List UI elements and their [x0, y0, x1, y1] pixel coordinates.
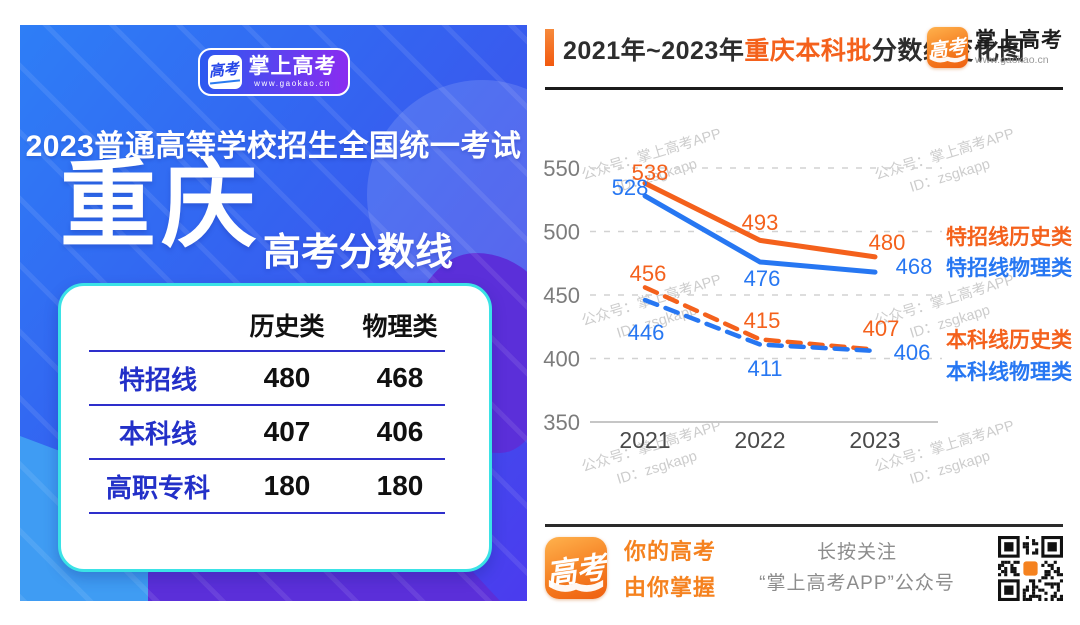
table-divider [89, 404, 445, 406]
benke-history-value: 407 [263, 416, 311, 447]
follow-line2: “掌上高考APP”公众号 [759, 573, 955, 594]
gaokao-glyph: 高考 [208, 60, 241, 84]
col-header-history: 历史类 [249, 313, 325, 341]
col-header-physics: 物理类 [362, 313, 438, 341]
gaozhi-physics-value: 180 [376, 470, 424, 501]
title-prefix: 2021年~2023年 [563, 37, 745, 65]
row-label-gaozhi: 高职专科 [105, 472, 210, 503]
slogan-line2: 由你掌握 [624, 575, 717, 600]
svg-text:550: 550 [543, 156, 580, 181]
svg-text:480: 480 [869, 230, 906, 255]
gaokao-calligraphy-icon: 高考 [207, 55, 242, 89]
svg-text:本科线物理类: 本科线物理类 [946, 360, 1073, 384]
title-highlight: 重庆本科批 [744, 37, 872, 65]
table-divider [89, 350, 445, 352]
svg-text:415: 415 [744, 308, 781, 333]
tezhao-physics-value: 468 [376, 362, 424, 393]
svg-text:2023: 2023 [849, 427, 900, 453]
score-table: 历史类 物理类 特招线 480 468 本科线 407 406 高职专科 180… [79, 300, 489, 514]
province-name: 重庆 [60, 152, 262, 259]
book-icon [929, 54, 966, 63]
svg-text:350: 350 [543, 410, 580, 435]
footer-rule [545, 524, 1063, 527]
svg-text:2021: 2021 [619, 427, 670, 453]
svg-text:407: 407 [863, 316, 900, 341]
svg-text:538: 538 [632, 160, 669, 185]
gaokao-app-icon: 高考 [927, 27, 968, 68]
svg-text:2022: 2022 [734, 427, 785, 453]
svg-text:406: 406 [894, 340, 931, 365]
left-poster-panel: 高考 掌上高考 www.gaokao.cn 2023普通高等学校招生全国统一考试… [20, 25, 527, 601]
gaokao-glyph: 高考 [927, 36, 968, 63]
exam-title: 2023普通高等学校招生全国统一考试 [25, 130, 522, 163]
gaokao-logo-badge: 高考 掌上高考 www.gaokao.cn [197, 48, 350, 96]
tezhao-history-value: 480 [263, 362, 311, 393]
svg-text:本科线历史类: 本科线历史类 [946, 328, 1073, 352]
brand-url: www.gaokao.cn [975, 53, 1049, 66]
line-chart: 公众号：掌上高考APP ID：zsgkapp 公众号：掌上高考APP ID：zsgka… [540, 96, 1080, 520]
svg-text:450: 450 [543, 283, 580, 308]
svg-text:468: 468 [896, 254, 933, 279]
svg-text:456: 456 [630, 261, 667, 286]
svg-text:特招线历史类: 特招线历史类 [946, 225, 1073, 249]
slogan-line1: 你的高考 [624, 539, 717, 564]
svg-text:500: 500 [543, 220, 580, 245]
poster-subtitle: 高考分数线 [263, 232, 454, 274]
benke-physics-value: 406 [376, 416, 424, 447]
svg-text:446: 446 [628, 320, 665, 345]
row-label-tezhao: 特招线 [118, 364, 197, 395]
gaozhi-history-value: 180 [263, 470, 311, 501]
brand-name: 掌上高考 [975, 29, 1063, 53]
svg-text:400: 400 [543, 347, 580, 372]
row-label-benke: 本科线 [118, 418, 197, 449]
footer: 高考 你的高考 由你掌握 长按关注 “掌上高考APP”公众号 [545, 534, 1063, 602]
svg-text:特招线物理类: 特招线物理类 [946, 256, 1073, 280]
brand-url: www.gaokao.cn [254, 78, 331, 88]
header-rule [545, 87, 1063, 90]
chart-canvas: 550 500 450 400 350 2021 2022 2023 538 493 480 528 4… [543, 156, 1073, 453]
svg-text:528: 528 [612, 175, 649, 200]
accent-bar [545, 29, 554, 66]
svg-text:411: 411 [747, 356, 782, 381]
brand-logo: 高考 掌上高考 www.gaokao.cn [927, 27, 1063, 68]
table-divider [89, 458, 445, 460]
follow-line1: 长按关注 [816, 541, 897, 563]
book-icon [548, 579, 604, 592]
table-divider [89, 512, 445, 514]
gaokao-glyph: 高考 [545, 550, 607, 592]
brand-name: 掌上高考 [248, 55, 337, 79]
svg-text:476: 476 [744, 266, 781, 291]
qr-code [997, 535, 1063, 601]
svg-text:493: 493 [742, 210, 779, 235]
chart-header: 2021年~2023年重庆本科批分数线变化图 高考 掌上高考 www.gaoka… [545, 27, 1063, 68]
score-table-card: 历史类 物理类 特招线 480 468 本科线 407 406 高职专科 180… [58, 283, 492, 572]
gaokao-app-icon: 高考 [545, 537, 607, 599]
